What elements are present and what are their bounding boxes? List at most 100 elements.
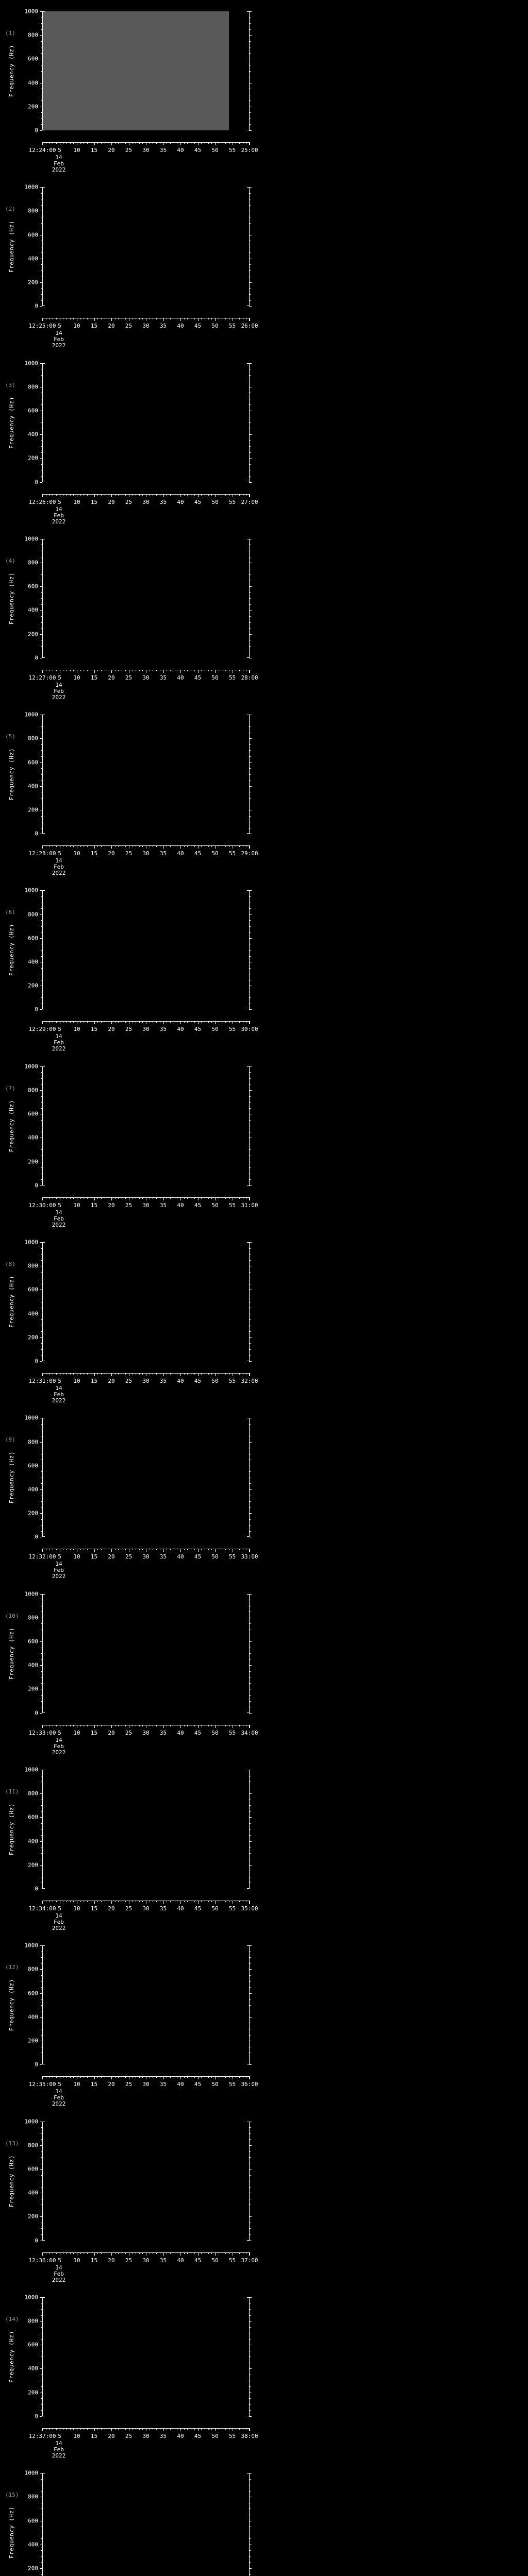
x-tick-major (197, 1900, 199, 1904)
y-tick-label: 600 (28, 1110, 38, 1117)
x-tick-minor (87, 1724, 88, 1726)
x-tick-minor (56, 2428, 57, 2430)
y-tick-minor (41, 1683, 42, 1684)
x-tick-major (197, 1724, 199, 1728)
x-tick-major (215, 1197, 216, 1200)
x-tick-minor (187, 1900, 188, 1902)
y-tick-major (40, 2016, 42, 2018)
y-tick-minor (41, 1248, 42, 1249)
y-tick-label: 1000 (24, 711, 39, 718)
x-tick-label-end: 35:00 (241, 1905, 258, 1912)
x-tick-label: 30 (142, 1026, 150, 1033)
x-tick-minor (49, 1724, 50, 1726)
spectrogram-panel: 0 200 400 600 800 1000 Frequency (Hz) (1) 12:24:… (0, 0, 528, 176)
x-tick-label: 5 (58, 850, 61, 857)
x-tick-major (163, 1197, 164, 1200)
x-tick-label: 40 (177, 674, 184, 681)
x-tick-minor (184, 845, 185, 848)
x-tick-major (163, 2252, 164, 2256)
x-tick-label: 25 (125, 1378, 133, 1385)
x-tick-major (163, 2076, 164, 2080)
y-tick-label: 0 (35, 830, 38, 837)
x-tick-major (197, 494, 199, 497)
x-tick-minor (101, 1549, 102, 1551)
x-tick-label: 25 (125, 2257, 133, 2264)
x-tick-minor (139, 142, 140, 144)
x-tick-major (163, 1373, 164, 1377)
x-tick-label-end: 25:00 (241, 147, 258, 154)
x-tick-label: 50 (211, 498, 219, 505)
y-tick-label: 1000 (24, 1239, 39, 1246)
x-tick-major (197, 1373, 199, 1377)
x-tick-label: 15 (90, 850, 98, 857)
x-tick-minor (87, 1373, 88, 1375)
x-tick-minor (184, 2076, 185, 2078)
x-tick-minor (49, 494, 50, 496)
x-tick-minor (170, 1373, 171, 1375)
x-tick-minor (56, 2076, 57, 2078)
x-tick-minor (118, 2076, 119, 2078)
spectrogram-panel: 0 200 400 600 800 1000 Frequency (Hz) (8) 12:31:… (0, 1231, 528, 1406)
x-tick-label-end: 27:00 (241, 498, 258, 505)
x-tick-minor (87, 1900, 88, 1902)
y-tick-minor (41, 750, 42, 751)
y-tick-minor (41, 726, 42, 727)
y-tick-label: 800 (28, 383, 38, 391)
y-tick-minor-right (249, 1701, 251, 1702)
x-tick-major (197, 669, 199, 673)
x-tick-label: 55 (228, 2257, 236, 2264)
y-tick-label: 400 (28, 2189, 38, 2196)
x-tick-label: 35 (159, 1553, 167, 1561)
x-tick-label: 30 (142, 1201, 150, 1209)
x-tick-major (94, 1900, 95, 1904)
x-tick-minor (187, 142, 188, 144)
x-tick-minor (97, 2076, 98, 2078)
x-tick-label: 55 (228, 1201, 236, 1209)
y-tick-minor-right (249, 440, 251, 441)
x-tick-label: 55 (228, 1553, 236, 1561)
x-tick-minor (211, 1900, 212, 1902)
x-tick-minor (184, 1373, 185, 1375)
y-tick-minor-right (249, 1519, 251, 1520)
y-tick-minor (41, 1525, 42, 1526)
y-tick-label: 800 (28, 1262, 38, 1269)
x-tick-label: 55 (228, 498, 236, 505)
x-tick-major (215, 2252, 216, 2256)
y-tick-label: 800 (28, 1438, 38, 1446)
x-tick-label-start: 12:27:00 (28, 674, 56, 681)
x-tick-major (111, 2428, 112, 2431)
y-tick-minor-right (249, 205, 251, 206)
x-tick-label: 20 (108, 1905, 115, 1912)
x-tick-minor (97, 1900, 98, 1902)
spine-cap (42, 1594, 45, 1595)
x-tick-minor (101, 669, 102, 671)
y-axis-title: Frequency (Hz) (8, 11, 15, 130)
x-tick-label: 10 (73, 1378, 80, 1385)
x-axis (42, 1373, 250, 1377)
y-axis-title: Frequency (Hz) (8, 715, 15, 834)
x-tick-label: 5 (58, 498, 61, 505)
x-tick-minor (125, 669, 126, 671)
x-tick-major (111, 1373, 112, 1377)
x-tick-minor (184, 1900, 185, 1902)
x-tick-minor (87, 494, 88, 496)
y-tick-minor (41, 598, 42, 599)
x-tick-label: 45 (194, 1378, 202, 1385)
x-tick-minor (194, 2252, 195, 2254)
y-tick-minor-right (249, 1501, 251, 1502)
